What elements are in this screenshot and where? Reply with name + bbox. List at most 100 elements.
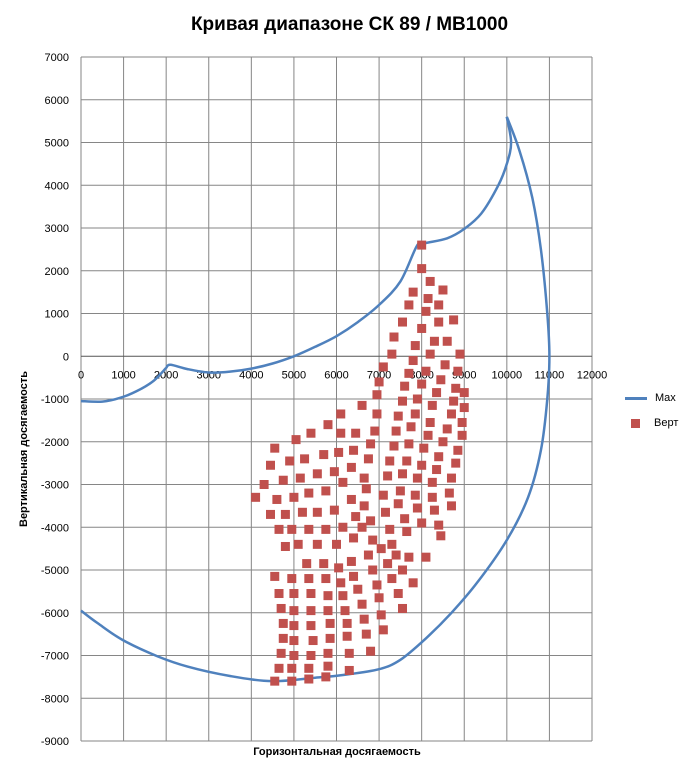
legend-label-max: Max: [655, 392, 676, 404]
y-tick-label: -9000: [41, 736, 69, 748]
vert-point: [417, 264, 427, 274]
vert-point: [321, 524, 331, 534]
vert-point: [357, 599, 367, 609]
vert-point: [289, 651, 299, 660]
x-tick-label: 2000: [154, 369, 178, 381]
vert-point: [423, 294, 433, 304]
chart-title: Кривая диапазоне СК 89 / МВ1000: [190, 14, 509, 35]
vert-point: [359, 501, 369, 511]
y-tick-label: 2000: [45, 266, 69, 278]
vert-point: [398, 396, 408, 406]
vert-point: [393, 499, 403, 509]
vert-point: [293, 539, 303, 549]
vert-point: [349, 445, 359, 455]
y-tick-label: 1000: [45, 309, 69, 321]
y-tick-label: -4000: [41, 522, 69, 534]
x-tick-label: 4000: [239, 369, 263, 381]
vert-point: [378, 625, 388, 635]
vert-point: [389, 332, 399, 342]
vert-point: [346, 556, 356, 566]
vert-point: [336, 409, 346, 419]
legend-item-vert: Верт: [625, 413, 678, 433]
vert-point: [306, 589, 316, 599]
vert-point: [442, 336, 452, 346]
y-tick-label: 6000: [45, 95, 69, 107]
vert-point: [387, 574, 397, 584]
vert-point: [368, 565, 378, 575]
vert-point: [451, 383, 461, 393]
vert-point: [378, 490, 388, 500]
vert-point: [280, 541, 290, 551]
vert-point: [334, 447, 344, 457]
legend-line-swatch: [625, 396, 647, 400]
vert-point: [391, 426, 401, 436]
vert-point: [270, 571, 280, 581]
vert-point: [457, 430, 467, 440]
vert-point: [287, 524, 297, 534]
vert-points: [251, 240, 469, 686]
vert-point: [421, 306, 431, 316]
vert-point: [304, 488, 314, 498]
y-tick-label: 5000: [45, 138, 69, 150]
vert-point: [453, 366, 463, 376]
vert-point: [300, 454, 310, 464]
y-tick-label: -8000: [41, 693, 69, 705]
vert-point: [398, 565, 408, 575]
y-tick-label: 3000: [45, 223, 69, 235]
vert-point: [376, 610, 386, 620]
vert-point: [289, 492, 299, 502]
vert-point: [321, 574, 331, 584]
vert-point: [278, 475, 288, 485]
vert-point: [402, 456, 412, 466]
vert-point: [400, 514, 410, 524]
vert-point: [436, 531, 446, 541]
vert-point: [321, 486, 331, 496]
vert-point: [287, 663, 297, 673]
vert-point: [427, 400, 437, 410]
max-curve-segment: [80, 366, 168, 403]
vert-point: [366, 439, 376, 449]
vert-point: [312, 469, 322, 479]
vert-point: [319, 450, 329, 460]
vert-point: [336, 428, 346, 438]
vert-point: [432, 465, 442, 475]
vert-point: [425, 418, 435, 428]
vert-point: [329, 467, 339, 477]
vert-point: [372, 580, 382, 590]
vert-point: [440, 360, 450, 370]
vert-point: [349, 533, 359, 543]
y-tick-label: -1000: [41, 394, 69, 406]
vert-point: [429, 336, 439, 346]
vert-point: [319, 559, 329, 569]
vert-point: [265, 509, 275, 519]
vert-point: [417, 323, 427, 333]
vert-point: [361, 629, 371, 639]
vert-point: [389, 441, 399, 451]
vert-point: [434, 520, 444, 530]
vert-point: [357, 522, 367, 532]
vert-point: [378, 362, 388, 372]
vert-point: [412, 473, 422, 483]
vert-point: [383, 559, 393, 569]
vert-point: [398, 603, 408, 613]
vert-point: [421, 552, 431, 562]
vert-point: [404, 552, 414, 562]
vert-point: [304, 524, 314, 534]
vert-point: [325, 618, 335, 628]
vert-point: [363, 550, 373, 560]
vert-point: [370, 426, 380, 436]
vert-point: [434, 317, 444, 327]
vert-point: [302, 559, 312, 569]
y-tick-label: -6000: [41, 608, 69, 620]
vert-point: [363, 454, 373, 464]
vert-point: [323, 648, 333, 658]
vert-point: [366, 646, 376, 656]
vert-point: [372, 390, 382, 400]
vert-point: [297, 507, 307, 517]
vert-point: [274, 589, 284, 599]
vert-point: [380, 507, 390, 517]
y-tick-label: -7000: [41, 651, 69, 663]
vert-point: [446, 409, 456, 419]
vert-point: [329, 505, 339, 515]
